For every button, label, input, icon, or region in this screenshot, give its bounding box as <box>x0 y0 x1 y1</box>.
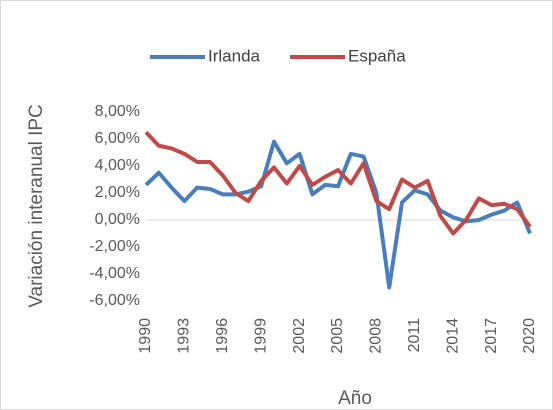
legend-label: Irlanda <box>208 46 261 65</box>
y-tick-label: -2,00% <box>89 238 140 255</box>
y-tick-label: 2,00% <box>95 184 140 201</box>
x-tick-label: 1990 <box>137 318 154 354</box>
x-tick-label: 2014 <box>444 318 461 354</box>
x-tick-label: 2020 <box>521 318 538 354</box>
legend-label: España <box>348 46 406 65</box>
x-tick-label: 2017 <box>483 318 500 354</box>
y-tick-label: -6,00% <box>89 292 140 309</box>
x-tick-label: 2005 <box>329 318 346 354</box>
y-axis-title: Variación interanual IPC <box>26 104 47 307</box>
x-axis-title: Año <box>338 388 372 409</box>
x-tick-label: 2008 <box>368 318 385 354</box>
x-tick-label: 1999 <box>252 318 269 354</box>
x-tick-label: 1993 <box>176 318 193 354</box>
x-tick-label: 2002 <box>291 318 308 354</box>
y-tick-label: -4,00% <box>89 265 140 282</box>
y-tick-label: 8,00% <box>95 103 140 120</box>
y-tick-label: 4,00% <box>95 157 140 174</box>
x-tick-label: 1996 <box>214 318 231 354</box>
x-tick-label: 2011 <box>406 318 423 353</box>
y-tick-label: 6,00% <box>95 130 140 147</box>
y-tick-label: 0,00% <box>95 211 140 228</box>
series-line <box>144 130 532 236</box>
